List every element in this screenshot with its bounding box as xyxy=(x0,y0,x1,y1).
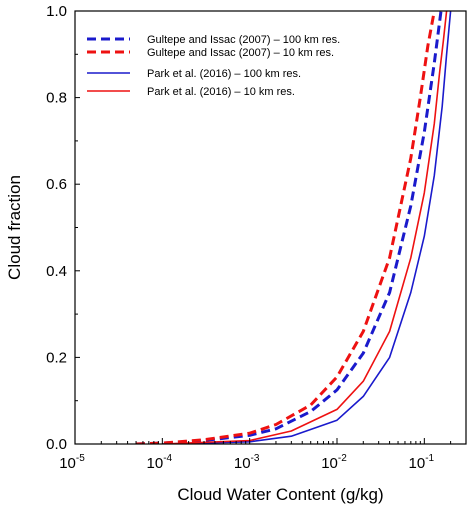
legend-label-3: Park et al. (2016) – 100 km res. xyxy=(147,68,301,80)
x-tick-label: 10-3 xyxy=(234,453,260,472)
legend-label-2: Gultepe and Issac (2007) – 10 km res. xyxy=(147,47,334,59)
series-line-4 xyxy=(162,11,448,444)
series-group xyxy=(135,11,452,444)
axes: 0.0 0.2 0.4 0.6 0.8 1.0 10-5 10-4 10-3 10-2 10-1 Cl… xyxy=(5,3,467,504)
y-tick-label: 0.2 xyxy=(46,349,67,366)
series-line-3 xyxy=(162,11,452,444)
plot-area xyxy=(135,11,452,444)
legend: Gultepe and Issac (2007) – 100 km res.Gu… xyxy=(87,34,340,98)
x-tick-label: 10-4 xyxy=(147,453,173,472)
y-tick-label: 0.8 xyxy=(46,90,67,107)
legend-label-1: Gultepe and Issac (2007) – 100 km res. xyxy=(147,34,340,46)
y-axis-label: Cloud fraction xyxy=(5,175,24,280)
y-tick-label: 0.4 xyxy=(46,263,67,280)
y-tick-label: 0.0 xyxy=(46,436,67,453)
x-tick-label: 10-1 xyxy=(409,453,435,472)
x-tick-label: 10-2 xyxy=(321,453,347,472)
y-tick-label: 0.6 xyxy=(46,176,67,193)
series-line-1 xyxy=(135,11,443,444)
x-tick-label: 10-5 xyxy=(59,453,85,472)
x-axis-label: Cloud Water Content (g/kg) xyxy=(177,485,383,504)
legend-label-4: Park et al. (2016) – 10 km res. xyxy=(147,86,295,98)
y-tick-label: 1.0 xyxy=(46,3,67,20)
